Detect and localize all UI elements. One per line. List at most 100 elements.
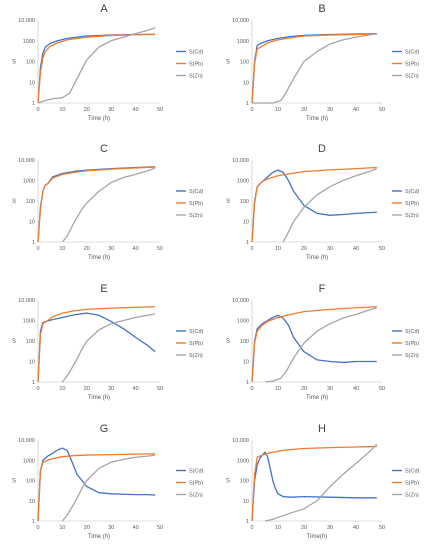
legend-label: S(Pb) — [405, 62, 419, 68]
panel-title: D — [318, 143, 326, 155]
y-tick-label: 100 — [240, 60, 249, 66]
legend-label: S(Zn) — [189, 493, 203, 499]
x-tick-label: 40 — [133, 386, 139, 392]
x-tick-label: 20 — [84, 246, 90, 252]
legend-label: S(Pb) — [189, 201, 203, 207]
series-line-spb — [251, 166, 377, 243]
series-line-spb — [251, 445, 377, 522]
series-line-spb — [251, 306, 377, 383]
y-tick-label: 1000 — [23, 179, 35, 185]
y-tick-label: 10 — [243, 360, 249, 366]
series-line-spb — [37, 453, 156, 522]
y-tick-label: 1 — [246, 101, 249, 107]
legend-label: S(Cd) — [189, 50, 204, 56]
y-tick-label: 100 — [26, 199, 35, 205]
y-axis-label: S — [12, 479, 16, 485]
x-tick-label: 40 — [353, 246, 359, 252]
series-line-szn — [61, 167, 156, 243]
panel-a: A 1 10 100 1000 10,000 0 10 20 30 40 50 Time (h) S S(C… — [12, 3, 204, 122]
y-tick-label: 10 — [29, 499, 35, 505]
y-tick-label: 100 — [26, 339, 35, 345]
x-axis-label: Time(h) — [307, 534, 327, 540]
x-tick-label: 50 — [379, 107, 385, 113]
y-tick-label: 10 — [29, 80, 35, 86]
x-tick-label: 50 — [157, 386, 163, 392]
y-tick-label: 100 — [240, 339, 249, 345]
x-axis-label: Time (h) — [88, 116, 110, 122]
legend-label: S(Zn) — [405, 493, 419, 499]
panel-c: C 1 10 100 1000 10,000 0 10 20 30 40 50 Time (h) S S(C… — [12, 143, 204, 261]
y-axis-label: S — [226, 199, 230, 205]
x-tick-label: 0 — [250, 246, 253, 252]
x-tick-label: 10 — [275, 246, 281, 252]
x-tick-label: 20 — [301, 246, 307, 252]
panel-title: A — [100, 3, 108, 15]
y-tick-label: 10,000 — [18, 18, 35, 24]
x-tick-label: 0 — [250, 386, 253, 392]
y-tick-label: 1 — [246, 240, 249, 246]
legend-label: S(Zn) — [405, 353, 419, 359]
x-tick-label: 30 — [108, 246, 114, 252]
y-tick-label: 10,000 — [18, 158, 35, 164]
x-tick-label: 40 — [133, 246, 139, 252]
x-tick-label: 50 — [379, 386, 385, 392]
x-axis-label: Time (h) — [306, 255, 328, 261]
x-tick-label: 10 — [275, 386, 281, 392]
x-tick-label: 0 — [36, 386, 39, 392]
legend-label: S(Pb) — [189, 481, 203, 487]
x-tick-label: 0 — [36, 246, 39, 252]
x-tick-label: 10 — [59, 107, 65, 113]
legend-label: S(Cd) — [405, 50, 420, 56]
y-axis-label: S — [12, 199, 16, 205]
series-line-scd — [37, 166, 156, 243]
y-tick-label: 1000 — [237, 39, 249, 45]
legend-label: S(Cd) — [189, 189, 204, 195]
legend-label: S(Cd) — [189, 329, 204, 335]
y-tick-label: 100 — [240, 479, 249, 485]
x-tick-label: 40 — [353, 525, 359, 531]
x-tick-label: 40 — [353, 107, 359, 113]
y-tick-label: 1000 — [237, 458, 249, 464]
legend-label: S(Cd) — [189, 469, 204, 475]
legend-label: S(Zn) — [189, 353, 203, 359]
series-line-szn — [264, 444, 378, 522]
x-tick-label: 20 — [84, 386, 90, 392]
x-tick-label: 10 — [59, 386, 65, 392]
series-line-scd — [251, 169, 377, 243]
x-tick-label: 10 — [275, 107, 281, 113]
y-tick-label: 1 — [246, 380, 249, 386]
x-axis-label: Time (h) — [88, 255, 110, 261]
y-tick-label: 10,000 — [232, 158, 249, 164]
y-axis-label: S — [12, 339, 16, 345]
x-tick-label: 20 — [301, 386, 307, 392]
x-tick-label: 20 — [84, 107, 90, 113]
x-tick-label: 30 — [108, 386, 114, 392]
x-tick-label: 20 — [301, 525, 307, 531]
series-line-spb — [37, 33, 156, 104]
panel-e: E 1 10 100 1000 10,000 0 10 20 30 40 50 Time (h) S S(C… — [12, 283, 204, 401]
x-tick-label: 30 — [327, 246, 333, 252]
y-tick-label: 1000 — [237, 319, 249, 325]
x-tick-label: 30 — [327, 107, 333, 113]
y-tick-label: 1 — [32, 240, 35, 246]
legend-label: S(Pb) — [189, 62, 203, 68]
panel-b: B 1 10 100 1000 10,000 0 10 20 30 40 50 Time (h) S S(C… — [226, 3, 420, 122]
panel-title: C — [100, 143, 108, 155]
y-tick-label: 100 — [26, 60, 35, 66]
panel-title: E — [100, 283, 107, 295]
panel-h: H 1 10 100 1000 10,000 0 10 20 30 40 50 Time(h) S S(Cd… — [226, 423, 420, 540]
x-tick-label: 0 — [250, 525, 253, 531]
x-tick-label: 10 — [275, 525, 281, 531]
series-line-scd — [37, 312, 156, 383]
y-tick-label: 1000 — [23, 458, 35, 464]
series-line-szn — [61, 454, 156, 522]
y-tick-label: 10 — [243, 499, 249, 505]
series-line-szn — [264, 306, 378, 383]
x-tick-label: 0 — [250, 107, 253, 113]
legend-label: S(Cd) — [405, 329, 420, 335]
x-tick-label: 20 — [84, 525, 90, 531]
y-tick-label: 1 — [246, 519, 249, 525]
y-axis-label: S — [226, 60, 230, 66]
x-axis-label: Time (h) — [88, 395, 110, 401]
